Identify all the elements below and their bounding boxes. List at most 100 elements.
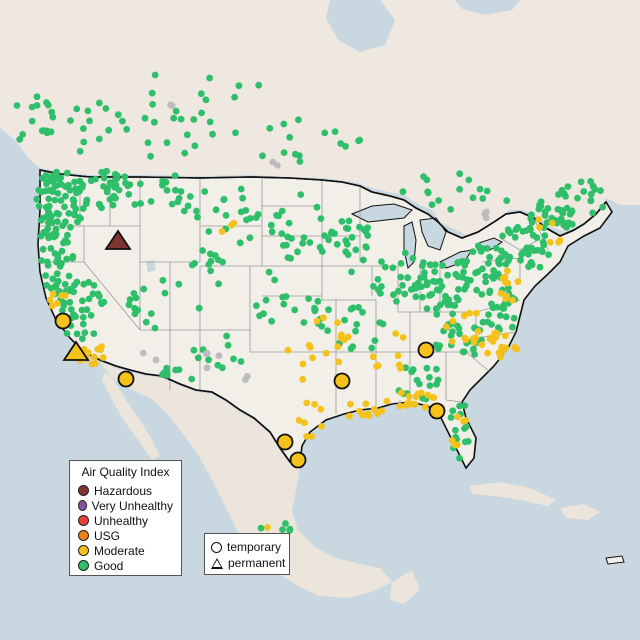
station-dot[interactable] <box>80 138 88 146</box>
station-dot[interactable] <box>517 256 524 264</box>
station-dot[interactable] <box>285 219 293 227</box>
station-dot[interactable] <box>374 276 382 283</box>
station-dot[interactable] <box>397 260 405 267</box>
station-dot[interactable] <box>449 317 457 325</box>
station-dot[interactable] <box>481 210 489 218</box>
station-dot[interactable] <box>295 416 303 424</box>
station-dot[interactable] <box>483 245 491 252</box>
station-dot[interactable] <box>90 353 98 361</box>
station-dot[interactable] <box>237 208 245 216</box>
station-dot[interactable] <box>355 304 362 311</box>
station-dot[interactable] <box>356 407 363 415</box>
station-dot[interactable] <box>371 337 379 344</box>
station-dot[interactable] <box>423 305 431 312</box>
station-dot[interactable] <box>161 289 169 297</box>
station-dot[interactable] <box>246 234 254 242</box>
station-dot[interactable] <box>284 346 292 354</box>
station-dot[interactable] <box>191 142 199 150</box>
station-dot[interactable] <box>435 286 443 294</box>
station-dot[interactable] <box>78 306 86 314</box>
station-dot[interactable] <box>239 194 247 202</box>
station-dot[interactable] <box>397 273 405 281</box>
station-dot[interactable] <box>377 290 384 297</box>
station-dot[interactable] <box>152 356 160 364</box>
station-dot[interactable] <box>95 99 103 107</box>
station-dot[interactable] <box>33 195 41 203</box>
station-dot[interactable] <box>311 307 319 315</box>
station-dot[interactable] <box>343 240 351 248</box>
station-dot[interactable] <box>419 394 427 402</box>
station-dot[interactable] <box>511 233 519 241</box>
station-dot[interactable] <box>317 405 325 413</box>
station-dot[interactable] <box>368 344 376 352</box>
station-dot[interactable] <box>136 180 144 188</box>
station-dot[interactable] <box>519 228 527 235</box>
station-dot[interactable] <box>479 195 487 202</box>
station-dot[interactable] <box>140 285 148 293</box>
moderate-temporary-marker[interactable] <box>289 451 307 469</box>
station-dot[interactable] <box>509 296 516 304</box>
station-dot[interactable] <box>44 205 51 213</box>
station-dot[interactable] <box>206 74 214 82</box>
station-dot[interactable] <box>223 332 231 340</box>
station-dot[interactable] <box>48 213 55 220</box>
station-dot[interactable] <box>333 240 341 248</box>
station-dot[interactable] <box>409 366 417 374</box>
station-dot[interactable] <box>497 353 504 361</box>
moderate-temporary-marker[interactable] <box>54 312 72 330</box>
station-dot[interactable] <box>544 205 552 212</box>
station-dot[interactable] <box>79 335 86 343</box>
station-dot[interactable] <box>322 349 330 357</box>
station-dot[interactable] <box>80 280 88 288</box>
station-dot[interactable] <box>311 400 318 408</box>
station-dot[interactable] <box>82 200 90 208</box>
station-dot[interactable] <box>109 201 117 209</box>
station-dot[interactable] <box>42 272 50 279</box>
station-dot[interactable] <box>201 188 209 195</box>
station-dot[interactable] <box>28 117 36 125</box>
station-dot[interactable] <box>520 248 528 256</box>
station-dot[interactable] <box>401 249 409 257</box>
station-dot[interactable] <box>147 198 155 205</box>
station-dot[interactable] <box>528 244 535 252</box>
station-dot[interactable] <box>497 290 505 297</box>
station-dot[interactable] <box>203 350 210 358</box>
station-dot[interactable] <box>482 278 489 286</box>
station-dot[interactable] <box>300 234 308 242</box>
station-dot[interactable] <box>295 116 302 124</box>
station-dot[interactable] <box>279 242 287 249</box>
station-dot[interactable] <box>408 400 416 408</box>
station-dot[interactable] <box>421 269 428 277</box>
station-dot[interactable] <box>47 245 55 252</box>
station-dot[interactable] <box>230 355 237 363</box>
station-dot[interactable] <box>195 304 203 312</box>
station-dot[interactable] <box>472 269 479 277</box>
station-dot[interactable] <box>43 180 50 188</box>
station-dot[interactable] <box>580 188 588 195</box>
station-dot[interactable] <box>149 101 157 108</box>
hazardous-permanent-marker[interactable] <box>104 229 132 250</box>
station-dot[interactable] <box>13 102 21 109</box>
station-dot[interactable] <box>396 402 404 410</box>
station-dot[interactable] <box>70 197 78 205</box>
station-dot[interactable] <box>214 256 222 264</box>
station-dot[interactable] <box>466 309 473 317</box>
station-dot[interactable] <box>318 323 326 330</box>
station-dot[interactable] <box>65 210 73 217</box>
station-dot[interactable] <box>338 218 346 225</box>
station-dot[interactable] <box>275 212 282 220</box>
station-dot[interactable] <box>318 248 326 255</box>
station-dot[interactable] <box>543 219 551 226</box>
station-dot[interactable] <box>64 238 71 246</box>
station-dot[interactable] <box>53 270 61 278</box>
station-dot[interactable] <box>126 296 134 303</box>
station-dot[interactable] <box>421 403 429 411</box>
station-dot[interactable] <box>279 526 286 533</box>
station-dot[interactable] <box>72 205 80 213</box>
station-dot[interactable] <box>202 96 210 104</box>
station-dot[interactable] <box>271 276 278 284</box>
station-dot[interactable] <box>48 177 56 185</box>
station-dot[interactable] <box>470 345 477 353</box>
station-dot[interactable] <box>568 207 576 215</box>
station-dot[interactable] <box>563 223 570 231</box>
